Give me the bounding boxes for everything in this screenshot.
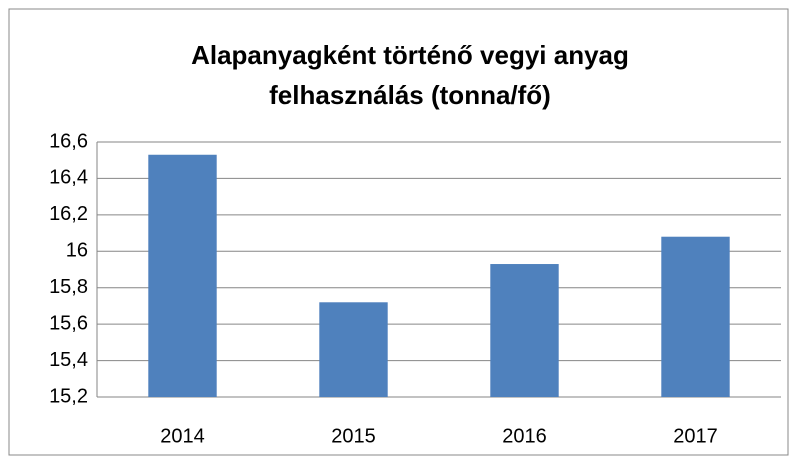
- y-tick-label: 16: [66, 240, 88, 262]
- x-tick-label: 2017: [673, 425, 718, 447]
- chart-title: Alapanyagként történő vegyi anyag: [191, 40, 629, 70]
- y-tick-label: 16,2: [49, 203, 88, 225]
- bar: [319, 302, 388, 397]
- x-tick-label: 2016: [502, 425, 547, 447]
- bar: [490, 264, 559, 397]
- bar: [148, 154, 217, 397]
- y-tick-label: 15,8: [49, 276, 88, 298]
- x-tick-label: 2015: [331, 425, 376, 447]
- y-tick-label: 15,4: [49, 349, 88, 371]
- x-tick-label: 2014: [160, 425, 205, 447]
- y-tick-label: 16,4: [49, 167, 88, 189]
- y-tick-label: 15,2: [49, 385, 88, 407]
- y-tick-label: 16,6: [49, 130, 88, 152]
- bar: [661, 236, 730, 397]
- chart-title: felhasználás (tonna/fő): [269, 80, 551, 110]
- chart-frame: [8, 8, 789, 456]
- y-tick-label: 15,6: [49, 312, 88, 334]
